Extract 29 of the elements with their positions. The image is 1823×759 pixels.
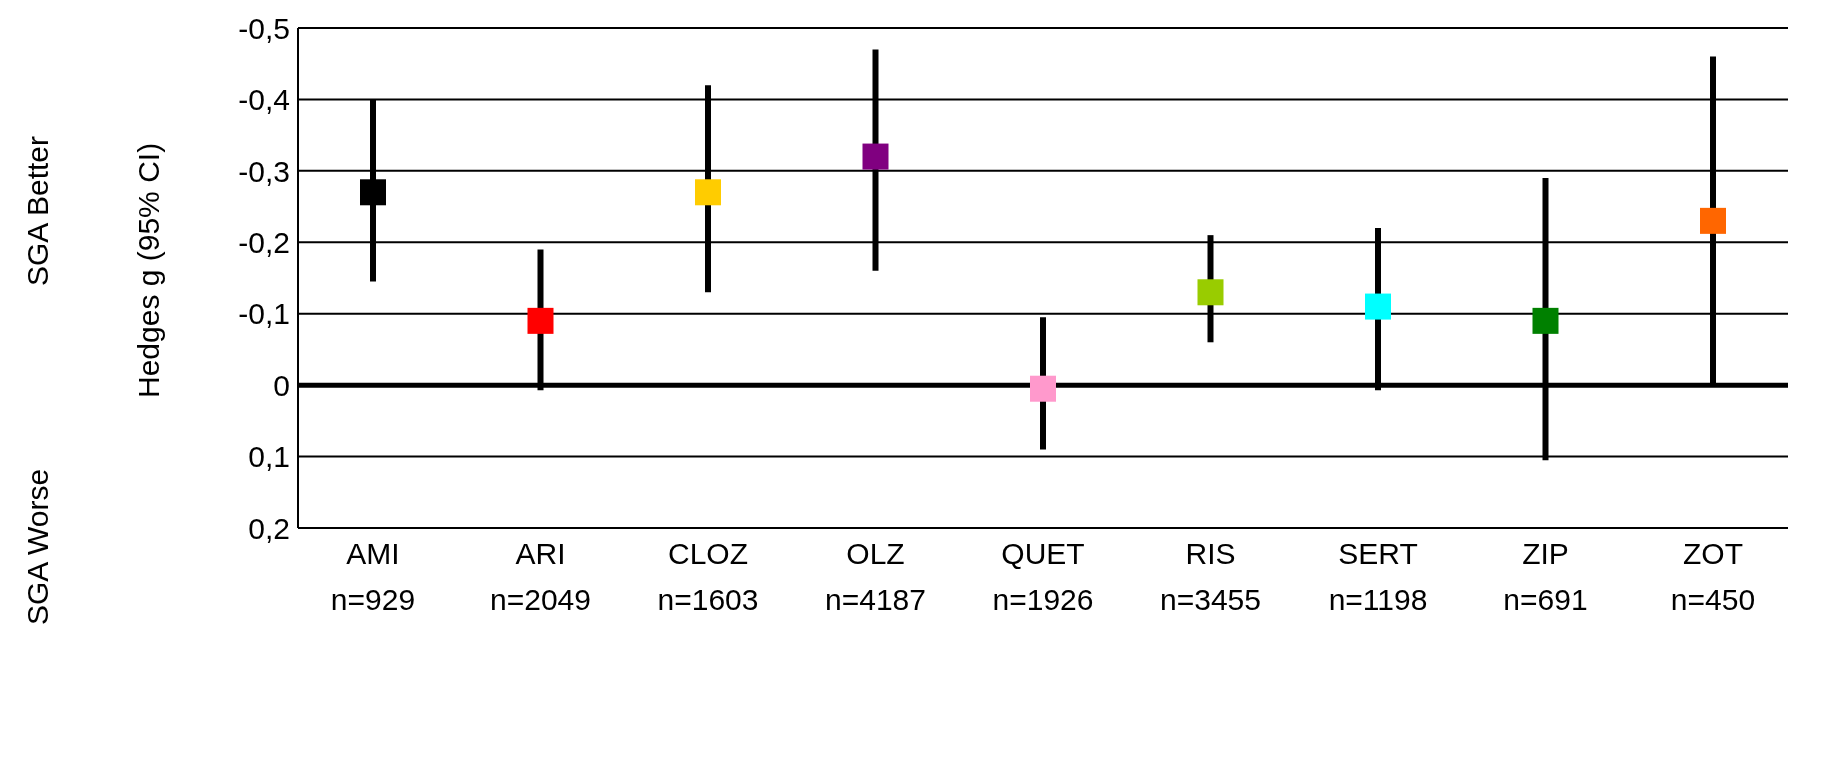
point: [862, 143, 889, 170]
point: [360, 179, 386, 206]
y-tick-label: -0,1: [238, 297, 290, 331]
text: SGA Worse: [21, 468, 55, 625]
y-axis-title: Hedges g (95% CI): [131, 142, 165, 398]
x-tick-label: ARI n=2049: [490, 537, 591, 616]
y-tick-label: 0: [273, 368, 290, 402]
point: [527, 307, 554, 334]
y-tick-label: -0,3: [238, 154, 290, 188]
point: [1532, 307, 1559, 334]
text: SGA Better: [21, 135, 55, 287]
point: [1365, 293, 1391, 320]
x-tick-label: ZIP n=691: [1503, 537, 1588, 616]
x-tick-label: QUET n=1926: [992, 537, 1094, 616]
x-tick-label: OLZ n=4187: [825, 537, 926, 616]
y-tick-label: 0,2: [248, 511, 290, 545]
x-tick-label: ZOT n=450: [1670, 537, 1756, 616]
x-tick-label: CLOZ n=1603: [657, 537, 759, 616]
y-tick-label: -0,2: [238, 225, 290, 259]
point: [1030, 375, 1056, 402]
point: [695, 179, 721, 206]
y-tick-label: -0,5: [238, 11, 290, 45]
x-tick-label: SERT n=1198: [1328, 537, 1428, 616]
x-tick-label: AMI n=929: [330, 537, 416, 616]
y-tick-label: 0,1: [248, 440, 290, 474]
x-tick-label: RIS n=3455: [1160, 537, 1261, 616]
y-tick-label: -0,4: [238, 83, 290, 117]
point: [1197, 279, 1224, 306]
point: [1700, 207, 1726, 234]
